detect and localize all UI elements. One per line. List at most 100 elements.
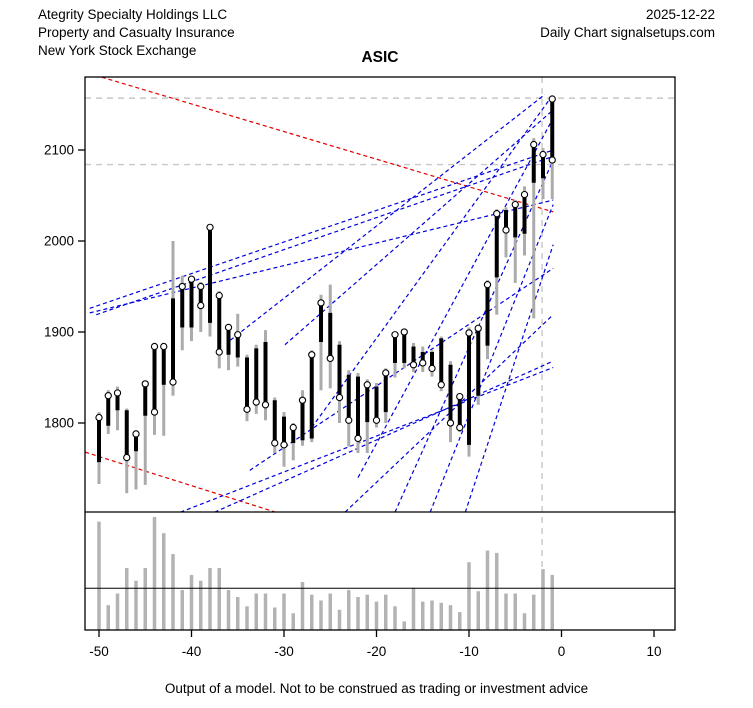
candle-marker <box>326 354 334 363</box>
trendline-blue-15 <box>249 267 554 471</box>
volume-bar <box>439 602 443 630</box>
trendlines <box>85 77 554 512</box>
volume-bar <box>208 568 212 630</box>
candle-marker <box>252 398 260 406</box>
candle-marker <box>428 364 436 373</box>
y-tick-label: 1800 <box>44 416 74 431</box>
x-tick-label: -20 <box>367 644 387 659</box>
volume-bar <box>365 594 369 630</box>
trendline-blue-8 <box>357 117 554 478</box>
volume-bar <box>226 590 231 630</box>
candle-marker <box>261 401 270 409</box>
candle-marker <box>317 299 325 307</box>
symbol-title: ASIC <box>361 49 399 66</box>
trendline-red-0 <box>101 77 554 213</box>
volume-bar <box>162 533 166 630</box>
volume-bar <box>115 593 120 630</box>
volume-bar <box>245 606 249 630</box>
volume-bar <box>485 550 490 630</box>
candle-marker <box>178 282 186 291</box>
y-tick-label: 1900 <box>44 325 74 340</box>
trendline-blue-4 <box>96 155 554 316</box>
candle-marker <box>243 405 251 413</box>
volume-bar <box>522 613 527 630</box>
candle-marker <box>493 210 501 218</box>
volume-bar <box>134 580 138 630</box>
volume-bar <box>282 593 286 630</box>
volume-bar <box>347 590 351 630</box>
volume-bar <box>254 593 258 630</box>
trendline-blue-11 <box>464 244 554 512</box>
candle-marker <box>150 342 159 351</box>
candle-marker <box>113 389 122 397</box>
volume-bar <box>273 607 277 630</box>
candle-marker <box>160 342 168 351</box>
volume-bar <box>180 590 184 630</box>
candle-marker <box>372 416 381 424</box>
volume-bar <box>152 516 157 630</box>
candle-marker <box>400 328 408 336</box>
industry-name: Property and Casualty Insurance <box>38 25 235 40</box>
volume-bar <box>97 521 101 630</box>
volume-bar <box>143 568 147 630</box>
candle-marker <box>548 156 556 164</box>
x-tick-label: -30 <box>274 644 294 659</box>
trendline-blue-13 <box>214 360 554 512</box>
x-tick-label: 0 <box>558 644 566 659</box>
volume-bar <box>467 562 471 630</box>
candle-marker <box>280 441 288 449</box>
candle-marker <box>215 291 223 300</box>
volume-bar <box>236 597 240 630</box>
volume-bar <box>374 601 379 630</box>
disclaimer-text: Output of a model. Not to be construed a… <box>164 681 589 696</box>
x-tick-label: -50 <box>89 644 109 659</box>
chart-date: 2025-12-22 <box>645 7 715 22</box>
candle-marker <box>335 393 344 402</box>
candle-marker <box>224 323 233 332</box>
volume-bar <box>217 568 221 630</box>
candle-marker <box>363 381 371 389</box>
candle-marker <box>520 190 529 199</box>
candle-marker <box>409 361 418 369</box>
volume-bar <box>430 600 434 630</box>
candle-marker <box>187 275 196 283</box>
volume-bar <box>337 609 342 630</box>
candle-marker <box>391 331 399 339</box>
candle-marker <box>354 434 362 443</box>
volume-bars <box>97 516 554 630</box>
candle-marker <box>197 301 205 310</box>
candle-marker <box>123 453 131 462</box>
candle-marker <box>456 392 464 401</box>
candle-marker <box>511 200 519 209</box>
candle-marker <box>298 396 307 404</box>
header-right: 2025-12-22 Daily Chart signalsetups.com <box>540 6 715 42</box>
volume-bar <box>310 594 314 630</box>
candle-marker <box>456 423 464 432</box>
trendline-blue-9 <box>394 159 554 512</box>
volume-bar <box>300 581 305 630</box>
candle-marker <box>548 95 556 103</box>
volume-bar <box>171 554 175 630</box>
candle-marker <box>141 380 149 388</box>
trendline-red-1 <box>85 451 277 512</box>
trendline-blue-7 <box>311 94 554 428</box>
exchange-name: New York Stock Exchange <box>38 43 197 58</box>
trendline-blue-3 <box>89 149 554 309</box>
y-tick-label: 2100 <box>44 143 74 158</box>
x-tick-label: 10 <box>646 644 661 659</box>
candle-marker <box>474 324 482 333</box>
candle-marker <box>419 359 427 367</box>
volume-bar <box>319 600 323 630</box>
volume-bar <box>263 593 268 630</box>
candle-marker <box>271 439 279 447</box>
volume-bar <box>189 574 194 630</box>
volume-bar <box>356 597 360 630</box>
candle-marker <box>95 413 103 422</box>
candle-marker <box>104 392 112 400</box>
candle-marker <box>215 348 223 356</box>
volume-bar <box>421 601 425 630</box>
volume-bar <box>504 593 508 630</box>
candle-marker <box>234 331 242 339</box>
